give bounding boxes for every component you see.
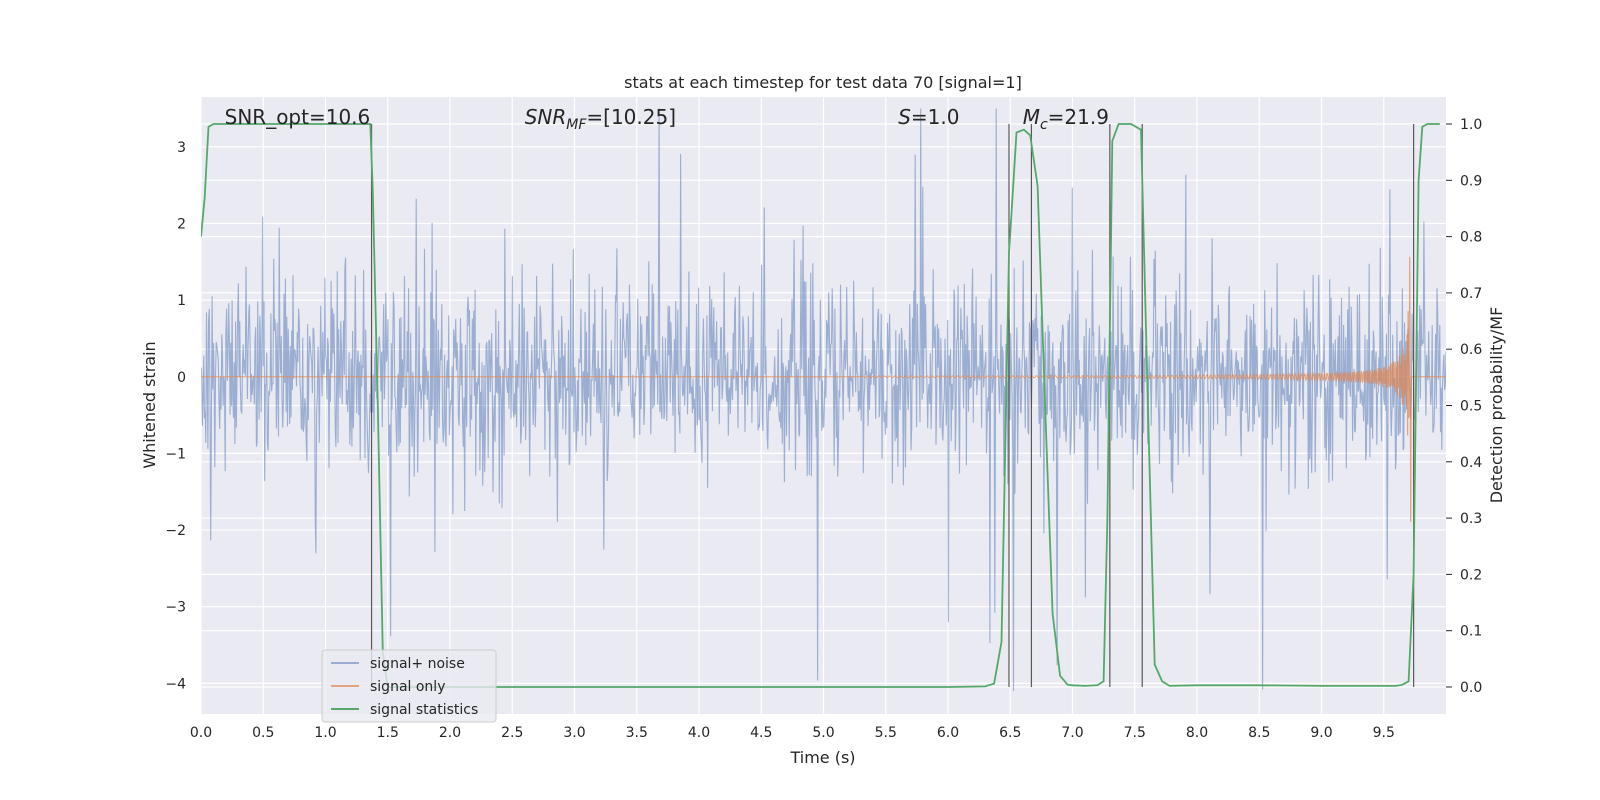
noise-trace	[201, 108, 1446, 692]
y-tick-label: −1	[165, 446, 186, 462]
legend-label-signal-noise: signal+ noise	[370, 656, 465, 672]
y2-tick-label: 0.1	[1460, 624, 1482, 640]
y2-tick-label: 0.4	[1460, 455, 1482, 471]
plot-area	[201, 108, 1446, 692]
annotation-mc-value: Mc=21.9	[1023, 105, 1109, 133]
y2-tick-label: 0.3	[1460, 511, 1482, 527]
series-signal-noise	[201, 108, 1446, 692]
y2-axis-ticks: 1.0 0.9 0.8 0.7 0.6 0.5 0.4 0.3 0.2 0.1 0.0	[1446, 117, 1482, 696]
x-tick-label: 4.0	[688, 725, 710, 741]
y2-tick-label: 1.0	[1460, 117, 1482, 133]
x-tick-label: 6.5	[999, 725, 1021, 741]
y2-axis-label: Detection probability/MF	[1487, 307, 1506, 504]
x-tick-label: 3.5	[626, 725, 648, 741]
series-signal-statistics	[201, 123, 1440, 688]
x-axis-label: Time (s)	[789, 748, 855, 767]
y-axis-label: Whitened strain	[140, 341, 159, 468]
x-tick-label: 3.0	[563, 725, 585, 741]
y2-tick-label: 0.8	[1460, 230, 1482, 246]
annotation-s-value: S=1.0	[898, 105, 959, 129]
annotation-snr-mf: SNRMF=[10.25]	[525, 105, 676, 133]
x-tick-label: 4.5	[750, 725, 772, 741]
y2-tick-label: 0.7	[1460, 286, 1482, 302]
x-axis-ticks: 0.0 0.5 1.0 1.5 2.0 2.5 3.0 3.5 4.0 4.5 5.0 5.5 6.0 6…	[190, 725, 1395, 741]
y-tick-label: 0	[177, 370, 186, 386]
annotation-snr-opt: SNR_opt=10.6	[225, 105, 371, 129]
y-tick-label: 1	[177, 293, 186, 309]
x-tick-label: 2.5	[501, 725, 523, 741]
series-signal-only	[201, 256, 1446, 522]
x-tick-label: 8.0	[1186, 725, 1208, 741]
vertical-markers	[370, 124, 1415, 687]
chart-title: stats at each timestep for test data 70 …	[624, 73, 1022, 92]
x-tick-label: 0.0	[190, 725, 212, 741]
signal-statistics-line	[201, 123, 1440, 688]
x-tick-label: 9.0	[1310, 725, 1332, 741]
x-tick-label: 5.5	[875, 725, 897, 741]
grid	[200, 97, 1446, 714]
y-tick-label: −3	[165, 600, 186, 616]
legend-label-signal-statistics: signal statistics	[370, 702, 478, 718]
chirp-trace	[201, 256, 1446, 522]
y2-tick-label: 0.6	[1460, 342, 1482, 358]
x-tick-label: 9.5	[1373, 725, 1395, 741]
x-tick-label: 2.0	[439, 725, 461, 741]
y2-tick-label: 0.2	[1460, 567, 1482, 583]
y-tick-label: −2	[165, 523, 186, 539]
x-tick-label: 0.5	[252, 725, 274, 741]
x-tick-label: 7.0	[1061, 725, 1083, 741]
x-tick-label: 7.5	[1124, 725, 1146, 741]
annotations: SNR_opt=10.6 SNRMF=[10.25] S=1.0 Mc=21.9	[225, 105, 1109, 133]
y2-tick-label: 0.9	[1460, 173, 1482, 189]
y2-tick-label: 0.5	[1460, 399, 1482, 415]
x-tick-label: 1.5	[377, 725, 399, 741]
x-tick-label: 1.0	[314, 725, 336, 741]
legend-box	[321, 649, 497, 723]
x-tick-label: 8.5	[1248, 725, 1270, 741]
y2-tick-label: 0.0	[1460, 680, 1482, 696]
y-tick-label: 2	[177, 216, 186, 232]
y-tick-label: 3	[177, 140, 186, 156]
x-tick-label: 6.0	[937, 725, 959, 741]
y-tick-label: −4	[165, 676, 186, 692]
y-axis-ticks: 3 2 1 0 −1 −2 −3 −4	[165, 140, 186, 693]
legend: signal+ noise signal only signal statist…	[321, 649, 497, 723]
x-tick-label: 5.0	[812, 725, 834, 741]
legend-label-signal-only: signal only	[370, 679, 445, 695]
